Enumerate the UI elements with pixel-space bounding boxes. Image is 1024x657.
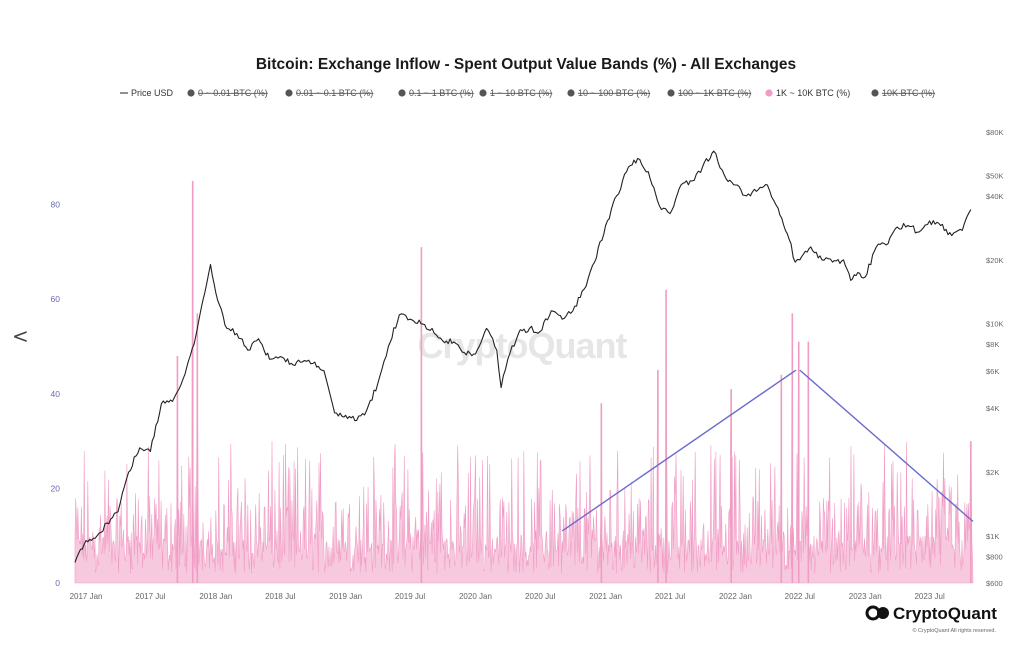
legend-item: 0.1 ~ 1 BTC (%)	[398, 88, 474, 98]
right-tick-label: $40K	[986, 192, 1004, 201]
right-tick-label: $2K	[986, 468, 999, 477]
legend-dot-icon	[567, 89, 575, 97]
legend-dot-icon	[187, 89, 195, 97]
legend-dot-icon	[667, 89, 675, 97]
area-1k-10k-btc	[74, 180, 974, 584]
right-tick-label: $4K	[986, 404, 999, 413]
x-tick-label: 2023 Jan	[849, 592, 882, 601]
right-tick-label: $80K	[986, 128, 1004, 137]
legend-label: 1 ~ 10 BTC (%)	[490, 88, 552, 98]
x-tick-label: 2023 Jul	[914, 592, 944, 601]
left-y-axis: 0 20 40 60 80	[51, 200, 61, 588]
legend-dot-icon	[765, 89, 773, 97]
right-tick-label: $600	[986, 579, 1003, 588]
legend-dot-icon	[871, 89, 879, 97]
legend-label: 0.1 ~ 1 BTC (%)	[409, 88, 474, 98]
x-tick-label: 2022 Jul	[785, 592, 815, 601]
cryptoquant-logo-icon	[865, 605, 889, 621]
legend-label: 100 ~ 1K BTC (%)	[678, 88, 751, 98]
left-tick-label: 0	[55, 578, 60, 588]
footer-brand: CryptoQuant © CryptoQuant All rights res…	[865, 604, 997, 634]
brand-name: CryptoQuant	[893, 604, 997, 623]
legend-dot-icon	[285, 89, 293, 97]
legend-label: 1K ~ 10K BTC (%)	[776, 88, 850, 98]
right-tick-label: $50K	[986, 171, 1004, 180]
right-tick-label: $8K	[986, 340, 999, 349]
trend-line	[561, 369, 797, 532]
legend-label: 0.01 ~ 0.1 BTC (%)	[296, 88, 373, 98]
chart-title: Bitcoin: Exchange Inflow - Spent Output …	[256, 56, 796, 73]
watermark: CryptoQuant	[418, 325, 628, 366]
left-tick-label: 80	[51, 200, 61, 210]
chevron-left-icon[interactable]: <	[12, 324, 29, 348]
chart-legend: Price USD 0 ~ 0.01 BTC (%) 0.01 ~ 0.1 BTC …	[120, 88, 935, 98]
left-tick-label: 20	[51, 483, 61, 493]
copyright-text: © CryptoQuant All rights reserved.	[912, 627, 996, 634]
series-price-usd	[74, 150, 972, 563]
series-1k-10k-btc	[74, 180, 974, 584]
legend-dot-icon	[398, 89, 406, 97]
x-tick-label: 2018 Jul	[265, 592, 295, 601]
x-tick-label: 2022 Jan	[719, 592, 752, 601]
legend-label: 0 ~ 0.01 BTC (%)	[198, 88, 268, 98]
right-tick-label: $10K	[986, 320, 1004, 329]
x-tick-label: 2017 Jul	[135, 592, 165, 601]
x-axis: 2017 Jan 2017 Jul 2018 Jan 2018 Jul 2019 Jan…	[70, 592, 945, 601]
legend-item: 1K ~ 10K BTC (%)	[765, 88, 850, 98]
right-y-axis: $600 $800 $1K $2K $4K $6K $8K $10K $20K $40K $50K $…	[986, 128, 1004, 588]
x-tick-label: 2021 Jan	[589, 592, 622, 601]
right-tick-label: $20K	[986, 256, 1004, 265]
right-tick-label: $6K	[986, 367, 999, 376]
right-tick-label: $1K	[986, 532, 999, 541]
legend-item: 0.01 ~ 0.1 BTC (%)	[285, 88, 373, 98]
left-tick-label: 60	[51, 294, 61, 304]
legend-item: 10 ~ 100 BTC (%)	[567, 88, 650, 98]
x-tick-label: 2017 Jan	[70, 592, 103, 601]
x-tick-label: 2020 Jan	[459, 592, 492, 601]
trend-annotations	[561, 369, 974, 532]
trend-line	[799, 369, 974, 523]
x-tick-label: 2018 Jan	[199, 592, 232, 601]
legend-item: Price USD	[120, 88, 174, 98]
legend-label: Price USD	[131, 88, 174, 98]
left-tick-label: 40	[51, 389, 61, 399]
x-tick-label: 2019 Jul	[395, 592, 425, 601]
price-line	[74, 150, 972, 563]
legend-item: 100 ~ 1K BTC (%)	[667, 88, 751, 98]
x-tick-label: 2021 Jul	[655, 592, 685, 601]
legend-label: 10 ~ 100 BTC (%)	[578, 88, 650, 98]
legend-label: 10K BTC (%)	[882, 88, 935, 98]
legend-item: 1 ~ 10 BTC (%)	[479, 88, 552, 98]
x-tick-label: 2019 Jan	[329, 592, 362, 601]
legend-dot-icon	[479, 89, 487, 97]
right-tick-label: $800	[986, 552, 1003, 561]
x-tick-label: 2020 Jul	[525, 592, 555, 601]
legend-item: 0 ~ 0.01 BTC (%)	[187, 88, 268, 98]
legend-item: 10K BTC (%)	[871, 88, 935, 98]
